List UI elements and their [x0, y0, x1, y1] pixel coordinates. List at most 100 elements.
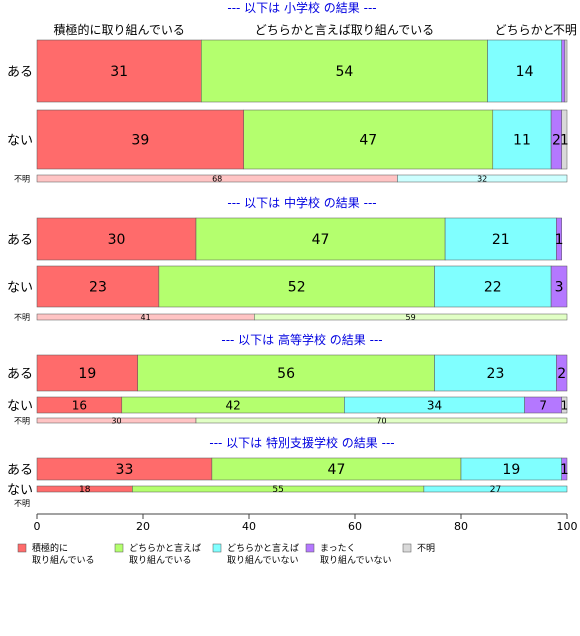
bar-value-label: 47 [359, 133, 377, 149]
legend-label: まったく [320, 543, 356, 554]
top-category-label: 積極的に取り組んでいる [53, 22, 184, 37]
bar-value-label: 70 [376, 416, 386, 425]
legend-label: 取り組んでいる [32, 554, 95, 566]
row-label: 不明 [14, 499, 30, 508]
bar-value-label: 30 [111, 416, 121, 425]
bar-value-label: 19 [502, 462, 520, 478]
group-title: --- 以下は 高等学校 の結果 --- [221, 332, 382, 347]
bar-segment [561, 457, 568, 481]
row-label: ある [7, 65, 33, 80]
legend-swatch [17, 543, 27, 553]
x-tick-label: 100 [557, 520, 578, 533]
bar-value-label: 31 [110, 64, 128, 80]
bar-value-label: 2 [552, 133, 561, 149]
bar-value-label: 1 [560, 462, 569, 478]
bar-segment [243, 109, 494, 170]
row-label: ある [7, 463, 33, 478]
bar-value-label: 1 [561, 398, 569, 412]
top-category-label: 不明 [553, 23, 577, 37]
bar-segment [36, 109, 244, 170]
legend-label: 取り組んでいない [320, 554, 392, 566]
legend-swatch [402, 543, 412, 553]
legend-label: 取り組んでいない [227, 554, 299, 566]
legend-swatch [114, 543, 124, 553]
row-label: ない [7, 483, 33, 498]
bar-value-label: 23 [487, 366, 505, 382]
bar-value-label: 3 [555, 280, 564, 296]
bar-segment [36, 217, 197, 261]
bar-segment [254, 313, 568, 321]
bar-value-label: 34 [427, 398, 442, 412]
legend-label: どちらかと言えば [227, 542, 299, 554]
row-label: ある [7, 233, 33, 248]
bar-segment [36, 265, 160, 308]
bar-segment [195, 417, 568, 424]
row-label: ない [7, 399, 33, 414]
bar-segment [36, 39, 202, 103]
top-category-label: どちらかと言えば取り組んでいる [255, 23, 434, 37]
bar-segment [423, 485, 568, 493]
bar-value-label: 14 [516, 64, 534, 80]
bar-value-label: 54 [335, 64, 353, 80]
row-label: ない [7, 281, 33, 296]
bar-segment [561, 396, 568, 414]
bar-value-label: 33 [116, 462, 134, 478]
bar-segment [434, 265, 552, 308]
bar-value-label: 55 [272, 485, 283, 495]
bar-value-label: 32 [477, 174, 487, 183]
legend-label: どちらかと言えば [129, 542, 201, 554]
bar-value-label: 68 [212, 174, 222, 183]
bar-segment [561, 109, 568, 170]
bar-segment [434, 354, 557, 392]
top-category-label: どちらかと [495, 23, 555, 37]
bar-value-label: 59 [406, 313, 416, 322]
bar-value-label: 47 [328, 462, 346, 478]
bar-value-label: 22 [484, 280, 502, 296]
bar-segment [550, 265, 568, 308]
bar-value-label: 19 [78, 366, 96, 382]
legend-swatch [305, 543, 315, 553]
bar-value-label: 21 [492, 232, 510, 248]
bar-segment [487, 39, 562, 103]
row-label: 不明 [14, 175, 30, 184]
x-tick-label: 60 [348, 520, 362, 533]
bar-value-label: 52 [288, 280, 306, 296]
bar-segment [201, 39, 488, 103]
bar-value-label: 2 [557, 366, 566, 382]
bar-value-label: 16 [72, 398, 87, 412]
group-title: --- 以下は 中学校 の結果 --- [227, 195, 376, 210]
bar-value-label: 42 [225, 398, 240, 412]
x-tick-label: 20 [136, 520, 150, 533]
bar-value-label: 30 [108, 232, 126, 248]
row-label: ある [7, 367, 33, 382]
row-label: 不明 [14, 313, 30, 322]
bar-segment [444, 217, 557, 261]
bar-segment [36, 354, 138, 392]
bar-value-label: 1 [555, 232, 564, 248]
bar-value-label: 27 [490, 485, 501, 495]
bar-segment [556, 217, 562, 261]
group-title: --- 以下は 特別支援学校 の結果 --- [209, 435, 394, 450]
group-title: --- 以下は 小学校 の結果 --- [227, 0, 376, 15]
x-tick-label: 80 [454, 520, 468, 533]
bar-value-label: 39 [131, 133, 149, 149]
bar-segment [492, 109, 552, 170]
bar-value-label: 47 [312, 232, 330, 248]
bar-value-label: 41 [141, 313, 151, 322]
bar-segment [564, 39, 568, 103]
bar-value-label: 23 [89, 280, 107, 296]
x-tick-label: 40 [242, 520, 256, 533]
bar-segment [195, 217, 446, 261]
bar-segment [556, 354, 568, 392]
bar-segment [158, 265, 435, 308]
row-label: 不明 [14, 417, 30, 426]
bar-value-label: 11 [513, 133, 531, 149]
row-label: ない [7, 134, 33, 149]
bar-segment [137, 354, 435, 392]
legend-label: 取り組んでいる [129, 554, 192, 566]
bar-value-label: 56 [277, 366, 295, 382]
legend-label: 不明 [417, 543, 435, 554]
bar-value-label: 1 [560, 133, 569, 149]
bar-value-label: 7 [539, 398, 547, 412]
